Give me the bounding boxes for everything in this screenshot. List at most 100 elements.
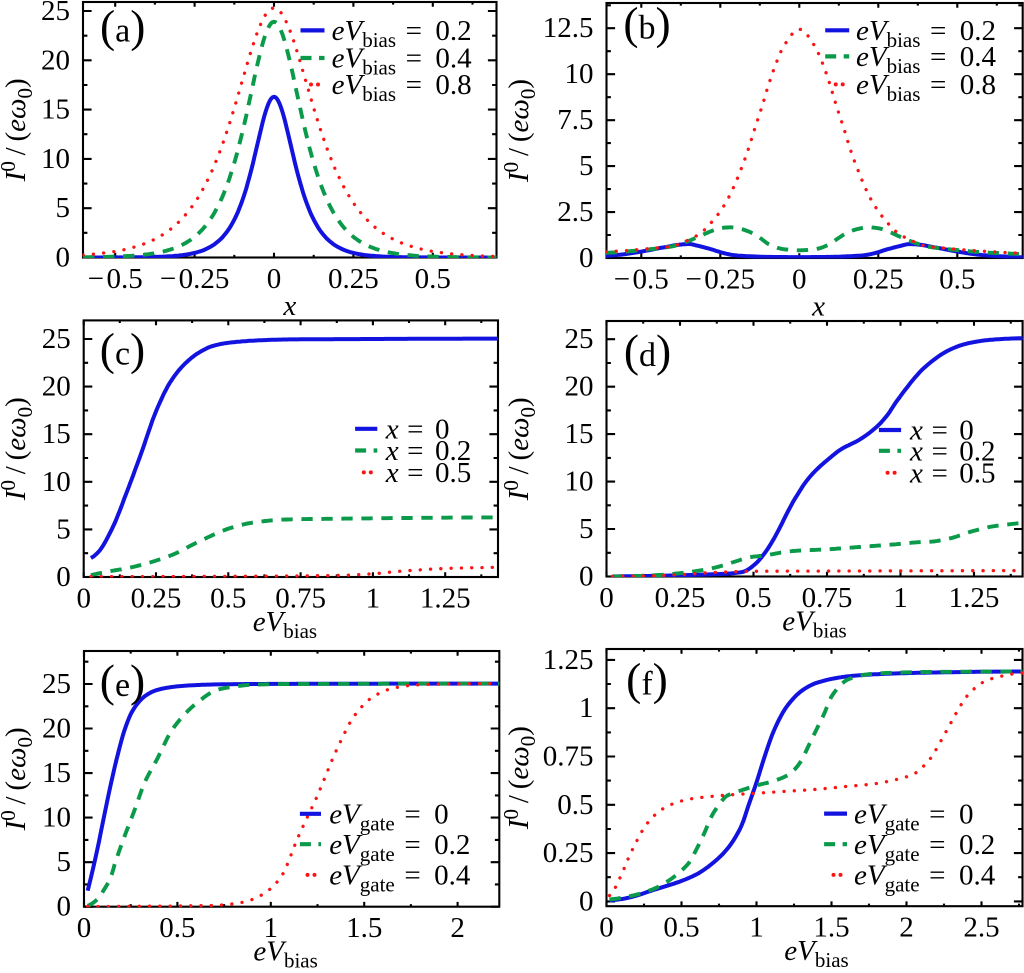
svg-text:0.5: 0.5 xyxy=(557,789,593,821)
svg-text:25: 25 xyxy=(42,668,71,700)
svg-text:0.25: 0.25 xyxy=(853,264,904,296)
svg-text:10: 10 xyxy=(42,802,71,834)
svg-text:15: 15 xyxy=(42,418,71,450)
svg-text:0.25: 0.25 xyxy=(131,583,182,615)
svg-text:2.5: 2.5 xyxy=(963,912,999,944)
svg-text:eVgate = 0: eVgate = 0 xyxy=(854,798,973,835)
svg-text:5: 5 xyxy=(57,846,72,878)
svg-text:0.75: 0.75 xyxy=(275,583,326,615)
svg-text:x = 0: x = 0 xyxy=(909,415,974,447)
svg-text:eVbias: eVbias xyxy=(784,935,848,972)
svg-text:eVbias = 0.2: eVbias = 0.2 xyxy=(856,15,996,52)
svg-text:(a): (a) xyxy=(100,0,145,51)
svg-text:0: 0 xyxy=(792,264,807,296)
svg-text:25: 25 xyxy=(41,0,70,27)
svg-text:25: 25 xyxy=(42,323,71,355)
svg-text:x = 0.5: x = 0.5 xyxy=(385,457,472,489)
svg-text:0.75: 0.75 xyxy=(543,741,594,773)
svg-text:− 0.25: − 0.25 xyxy=(686,264,756,296)
svg-text:5: 5 xyxy=(56,192,71,224)
svg-text:eVgate = 0: eVgate = 0 xyxy=(329,799,448,836)
svg-text:2.5: 2.5 xyxy=(557,196,593,228)
svg-text:0.25: 0.25 xyxy=(543,837,594,869)
svg-text:5: 5 xyxy=(579,150,594,182)
svg-text:x: x xyxy=(811,291,825,323)
svg-text:0: 0 xyxy=(599,582,614,614)
svg-text:0: 0 xyxy=(57,891,72,923)
svg-text:7.5: 7.5 xyxy=(557,104,593,136)
svg-text:x: x xyxy=(282,290,296,322)
svg-text:1.25: 1.25 xyxy=(420,583,471,615)
svg-text:0: 0 xyxy=(579,242,594,274)
svg-text:20: 20 xyxy=(41,44,70,76)
svg-text:20: 20 xyxy=(42,371,71,403)
svg-text:1: 1 xyxy=(749,912,764,944)
svg-text:(c): (c) xyxy=(100,324,145,375)
svg-text:1: 1 xyxy=(264,912,279,944)
svg-text:I0 / (eω0): I0 / (eω0) xyxy=(0,727,37,831)
svg-text:eVbias = 0.4: eVbias = 0.4 xyxy=(332,43,473,80)
svg-text:15: 15 xyxy=(42,757,71,789)
svg-text:10: 10 xyxy=(42,466,71,498)
svg-text:0.25: 0.25 xyxy=(328,263,379,295)
svg-text:I0 / (eω0): I0 / (eω0) xyxy=(0,78,37,182)
svg-text:I0 / (eω0): I0 / (eω0) xyxy=(499,79,540,183)
svg-text:eVbias: eVbias xyxy=(782,606,846,643)
svg-text:(e): (e) xyxy=(100,655,145,706)
svg-text:2: 2 xyxy=(450,912,465,944)
svg-text:− 0.5: − 0.5 xyxy=(88,263,143,295)
svg-text:0: 0 xyxy=(56,242,71,274)
svg-text:2: 2 xyxy=(899,912,914,944)
svg-text:− 0.5: − 0.5 xyxy=(614,264,669,296)
svg-text:0.5: 0.5 xyxy=(663,912,699,944)
svg-text:15: 15 xyxy=(565,418,594,450)
svg-text:eVbias: eVbias xyxy=(253,606,317,643)
svg-text:25: 25 xyxy=(565,323,594,355)
svg-text:10: 10 xyxy=(41,143,70,175)
svg-text:1: 1 xyxy=(893,582,908,614)
svg-text:(d): (d) xyxy=(624,325,671,376)
svg-text:1.5: 1.5 xyxy=(346,912,382,944)
svg-text:eVbias = 0.8: eVbias = 0.8 xyxy=(856,69,996,106)
svg-text:x = 0.2: x = 0.2 xyxy=(909,436,996,468)
svg-text:0: 0 xyxy=(76,583,91,615)
svg-text:5: 5 xyxy=(579,513,594,545)
svg-text:0.5: 0.5 xyxy=(415,263,451,295)
svg-text:− 0.25: − 0.25 xyxy=(160,263,230,295)
svg-text:0: 0 xyxy=(267,263,282,295)
svg-text:1.25: 1.25 xyxy=(949,582,1000,614)
svg-text:eVgate = 0.2: eVgate = 0.2 xyxy=(854,829,995,866)
svg-text:0.5: 0.5 xyxy=(939,264,975,296)
svg-text:I0 / (eω0): I0 / (eω0) xyxy=(499,397,540,501)
svg-text:1.25: 1.25 xyxy=(543,644,594,676)
svg-text:1: 1 xyxy=(366,583,381,615)
svg-text:1.5: 1.5 xyxy=(813,912,849,944)
svg-text:eVbias = 0.2: eVbias = 0.2 xyxy=(332,15,472,52)
svg-text:x = 0.2: x = 0.2 xyxy=(385,435,472,467)
svg-text:20: 20 xyxy=(42,713,71,745)
svg-text:15: 15 xyxy=(41,94,70,126)
svg-text:12.5: 12.5 xyxy=(543,12,594,44)
svg-text:0.25: 0.25 xyxy=(655,582,706,614)
svg-text:0: 0 xyxy=(77,912,92,944)
svg-text:eVgate = 0.4: eVgate = 0.4 xyxy=(854,860,996,897)
svg-text:0.75: 0.75 xyxy=(802,582,853,614)
svg-text:0: 0 xyxy=(56,561,71,593)
svg-text:x = 0.5: x = 0.5 xyxy=(909,458,996,490)
svg-text:x = 0: x = 0 xyxy=(385,414,450,446)
svg-text:0.5: 0.5 xyxy=(210,583,246,615)
svg-text:eVbias = 0.8: eVbias = 0.8 xyxy=(332,69,472,106)
svg-text:0.5: 0.5 xyxy=(159,912,195,944)
svg-text:1: 1 xyxy=(579,692,594,724)
svg-text:10: 10 xyxy=(565,466,594,498)
svg-text:I0 / (eω0): I0 / (eω0) xyxy=(499,726,540,830)
svg-text:eVgate = 0.2: eVgate = 0.2 xyxy=(329,829,470,866)
svg-text:10: 10 xyxy=(565,58,594,90)
svg-text:0.5: 0.5 xyxy=(735,582,771,614)
svg-text:0: 0 xyxy=(579,885,594,917)
svg-text:0: 0 xyxy=(599,912,614,944)
svg-text:I0 / (eω0): I0 / (eω0) xyxy=(0,397,37,501)
svg-text:eVbias: eVbias xyxy=(253,936,317,973)
svg-text:0: 0 xyxy=(579,561,594,593)
svg-text:(b): (b) xyxy=(623,0,670,49)
